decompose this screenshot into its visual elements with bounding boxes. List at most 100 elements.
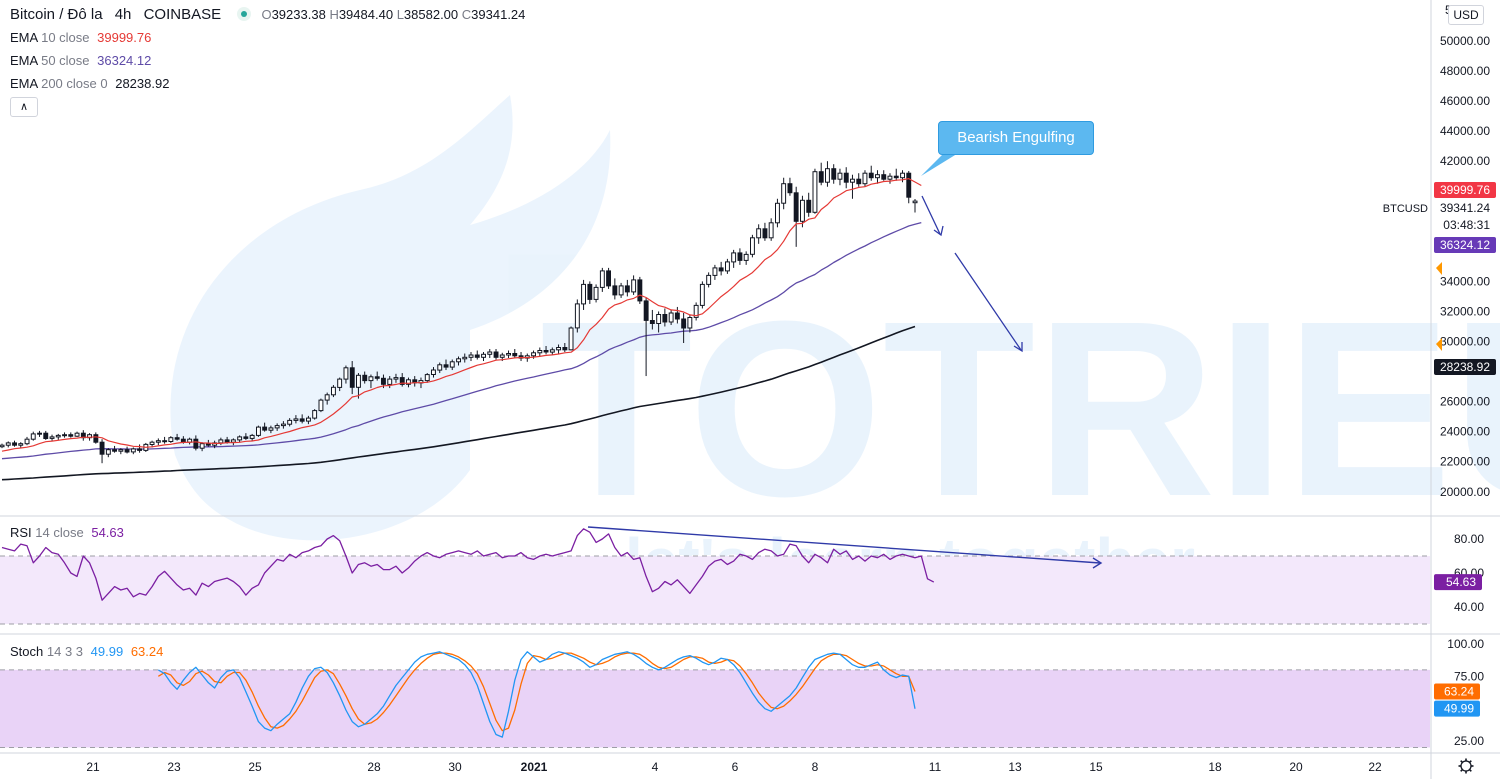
- time-tick-label: 22: [1368, 760, 1382, 774]
- candle-body: [424, 374, 430, 382]
- candle-body: [443, 364, 449, 368]
- trend-arrow-short: [921, 195, 941, 235]
- candle-body: [456, 358, 462, 363]
- candle: [462, 353, 468, 363]
- ema200-value: 28238.92: [115, 76, 170, 91]
- candle: [562, 343, 568, 353]
- time-tick-label: 23: [167, 760, 181, 774]
- legend-ema200[interactable]: EMA 200 close 0 28238.92: [10, 76, 170, 91]
- candle-body: [293, 418, 299, 421]
- candle: [787, 177, 793, 196]
- ema50-price-badge-text: 36324.12: [1440, 238, 1490, 252]
- candle-body: [274, 425, 280, 429]
- candle: [543, 346, 549, 355]
- candle: [30, 431, 36, 441]
- candle: [424, 373, 430, 383]
- bearish-engulfing-callout[interactable]: Bearish Engulfing: [938, 121, 1094, 155]
- market-status-icon: [237, 7, 252, 21]
- time-axis: 21 23 25 28 30 2021 4 6 8 11 13 15 18 20 22: [86, 760, 1382, 774]
- high-value: 39484.40: [338, 7, 394, 22]
- candle: [518, 352, 524, 362]
- legend-stoch[interactable]: Stoch 14 3 3 49.99 63.24: [10, 644, 164, 659]
- candle-body: [762, 228, 768, 239]
- candle-body: [137, 448, 143, 451]
- time-tick-label: 28: [367, 760, 381, 774]
- candle-body: [606, 270, 611, 287]
- candle-body: [256, 426, 261, 436]
- candle: [5, 441, 11, 448]
- candle: [168, 436, 174, 443]
- candle: [24, 436, 30, 446]
- stoch-d-value: 63.24: [130, 644, 164, 659]
- candle-body: [281, 423, 286, 427]
- candle: [643, 297, 649, 377]
- candle-body: [68, 434, 74, 437]
- candle-body: [99, 441, 105, 455]
- candle: [674, 306, 680, 324]
- candle-body: [155, 440, 161, 443]
- candle: [124, 446, 130, 454]
- candle-body: [306, 417, 311, 422]
- ema200-price-badge: 28238.92: [1434, 359, 1496, 375]
- time-tick-label: 4: [652, 760, 659, 774]
- candle: [781, 177, 787, 210]
- candle: [743, 251, 749, 265]
- candle-body: [743, 253, 749, 261]
- stoch-k-value: 49.99: [90, 644, 124, 659]
- candle-body: [699, 283, 705, 306]
- currency-button[interactable]: USD: [1448, 5, 1484, 25]
- collapse-legend-button[interactable]: ∧: [10, 97, 38, 117]
- candle-body: [331, 386, 336, 396]
- candle-body: [449, 361, 455, 368]
- candle-body: [112, 449, 117, 452]
- legend-ema10[interactable]: EMA 10 close 39999.76: [10, 30, 152, 45]
- price-axis: 50000.00 48000.00 46000.00 44000.00 42000.00…: [1383, 3, 1496, 499]
- candle-body: [474, 354, 480, 358]
- ema200-price-badge-text: 28238.92: [1440, 360, 1490, 374]
- candle: [581, 279, 586, 310]
- candle: [68, 432, 74, 438]
- candle: [875, 170, 880, 184]
- candle: [137, 444, 143, 453]
- alert-marker-icon: [1436, 262, 1442, 275]
- candle: [349, 361, 355, 395]
- time-tick-label: 15: [1089, 760, 1103, 774]
- candle: [706, 272, 712, 288]
- candle-body: [362, 374, 368, 382]
- candle: [262, 422, 268, 432]
- candle-body: [787, 183, 793, 194]
- candle-body: [843, 172, 849, 183]
- symbol-name[interactable]: Bitcoin / Đô la: [10, 6, 103, 23]
- price-tick-label: 42000.00: [1440, 154, 1490, 168]
- legend-ema50[interactable]: EMA 50 close 36324.12: [10, 53, 152, 68]
- candle-body: [581, 283, 586, 305]
- candle: [668, 309, 674, 325]
- price-tick-label: 22000.00: [1440, 455, 1490, 469]
- candle-body: [493, 351, 499, 358]
- candle-body: [399, 377, 405, 385]
- legend-rsi[interactable]: RSI 14 close 54.63: [10, 525, 124, 540]
- candle-body: [868, 172, 874, 179]
- candle-body: [218, 439, 224, 444]
- time-tick-label: 8: [812, 760, 819, 774]
- candle: [699, 281, 705, 309]
- candle-body: [718, 267, 724, 272]
- ema50-line: [1, 221, 922, 460]
- candle-body: [24, 438, 30, 445]
- candle: [831, 164, 837, 184]
- candle: [624, 279, 630, 297]
- candle: [825, 161, 830, 187]
- candle: [406, 377, 411, 388]
- price-tick-label: 48000.00: [1440, 64, 1490, 78]
- candle: [293, 415, 299, 424]
- last-price-badge: 39341.24: [1440, 201, 1490, 215]
- candle-body: [324, 394, 330, 401]
- interval-label[interactable]: 4h: [114, 6, 132, 23]
- candle: [662, 308, 668, 327]
- callout-pointer: [921, 152, 960, 176]
- candle-body: [337, 378, 343, 388]
- candle: [512, 349, 518, 359]
